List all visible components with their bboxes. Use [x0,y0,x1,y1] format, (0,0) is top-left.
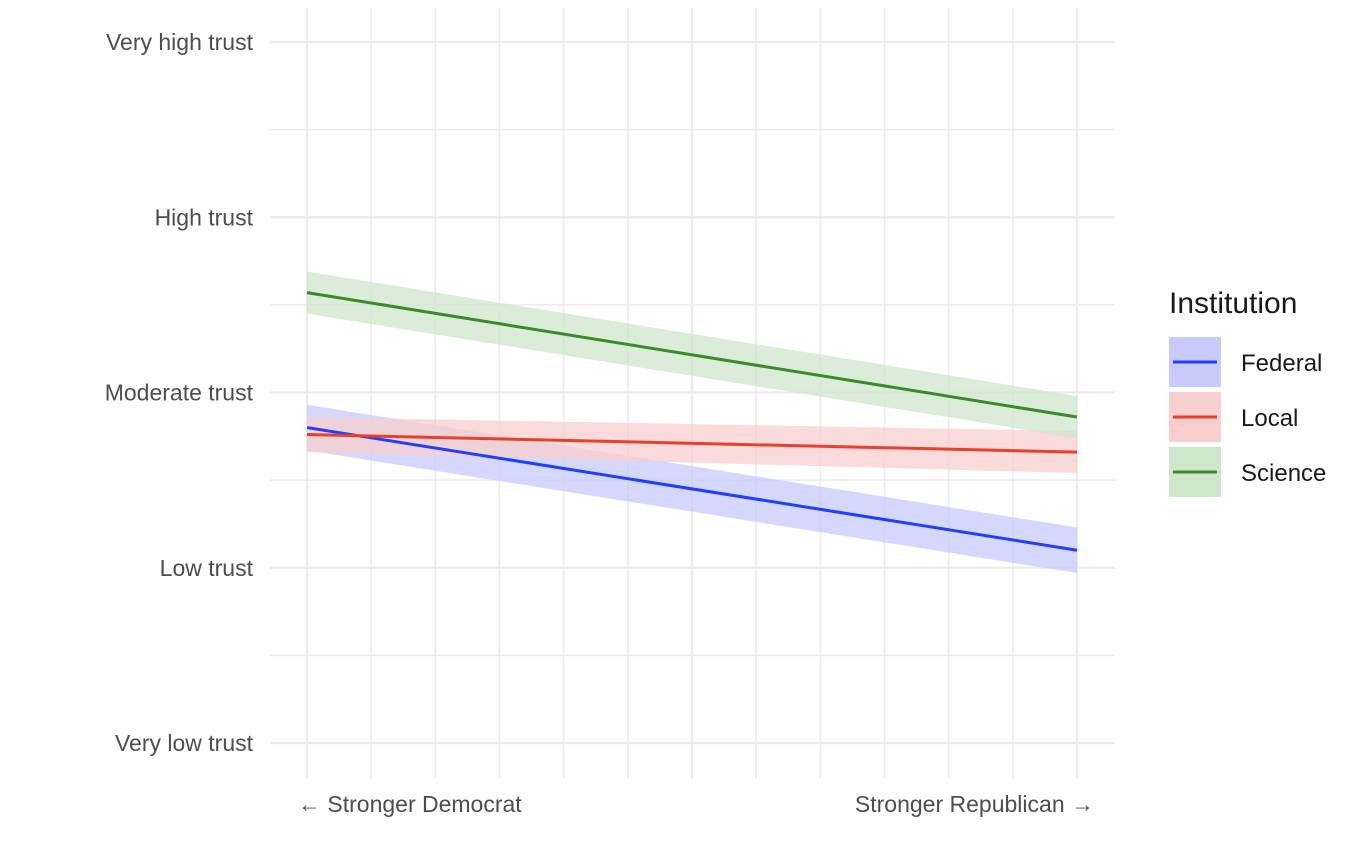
y-tick-label: Moderate trust [105,380,254,406]
band-local [307,417,1077,474]
line-local [306,433,1078,454]
x-tick-label-right: Stronger Republican → [855,791,1094,817]
y-tick-label: Low trust [160,555,254,581]
line-science [306,291,1078,419]
y-tick-label: Very high trust [106,29,254,55]
y-tick-label: High trust [155,204,254,230]
y-tick-labels: Very low trust Low trust Moderate trust Hig… [105,29,254,756]
legend-label-local: Local [1241,405,1298,432]
x-tick-label-left: ← Stronger Democrat [298,791,522,817]
legend: Institution Federal Local Science [1169,287,1326,497]
y-tick-label: Very low trust [115,730,254,756]
series-lines [306,291,1078,552]
x-tick-labels: ← Stronger Democrat Stronger Republican → [298,791,1094,817]
grid [270,8,1115,778]
legend-title: Institution [1169,287,1297,320]
legend-label-federal: Federal [1241,350,1322,377]
line-federal [306,426,1078,552]
legend-label-science: Science [1241,460,1326,487]
